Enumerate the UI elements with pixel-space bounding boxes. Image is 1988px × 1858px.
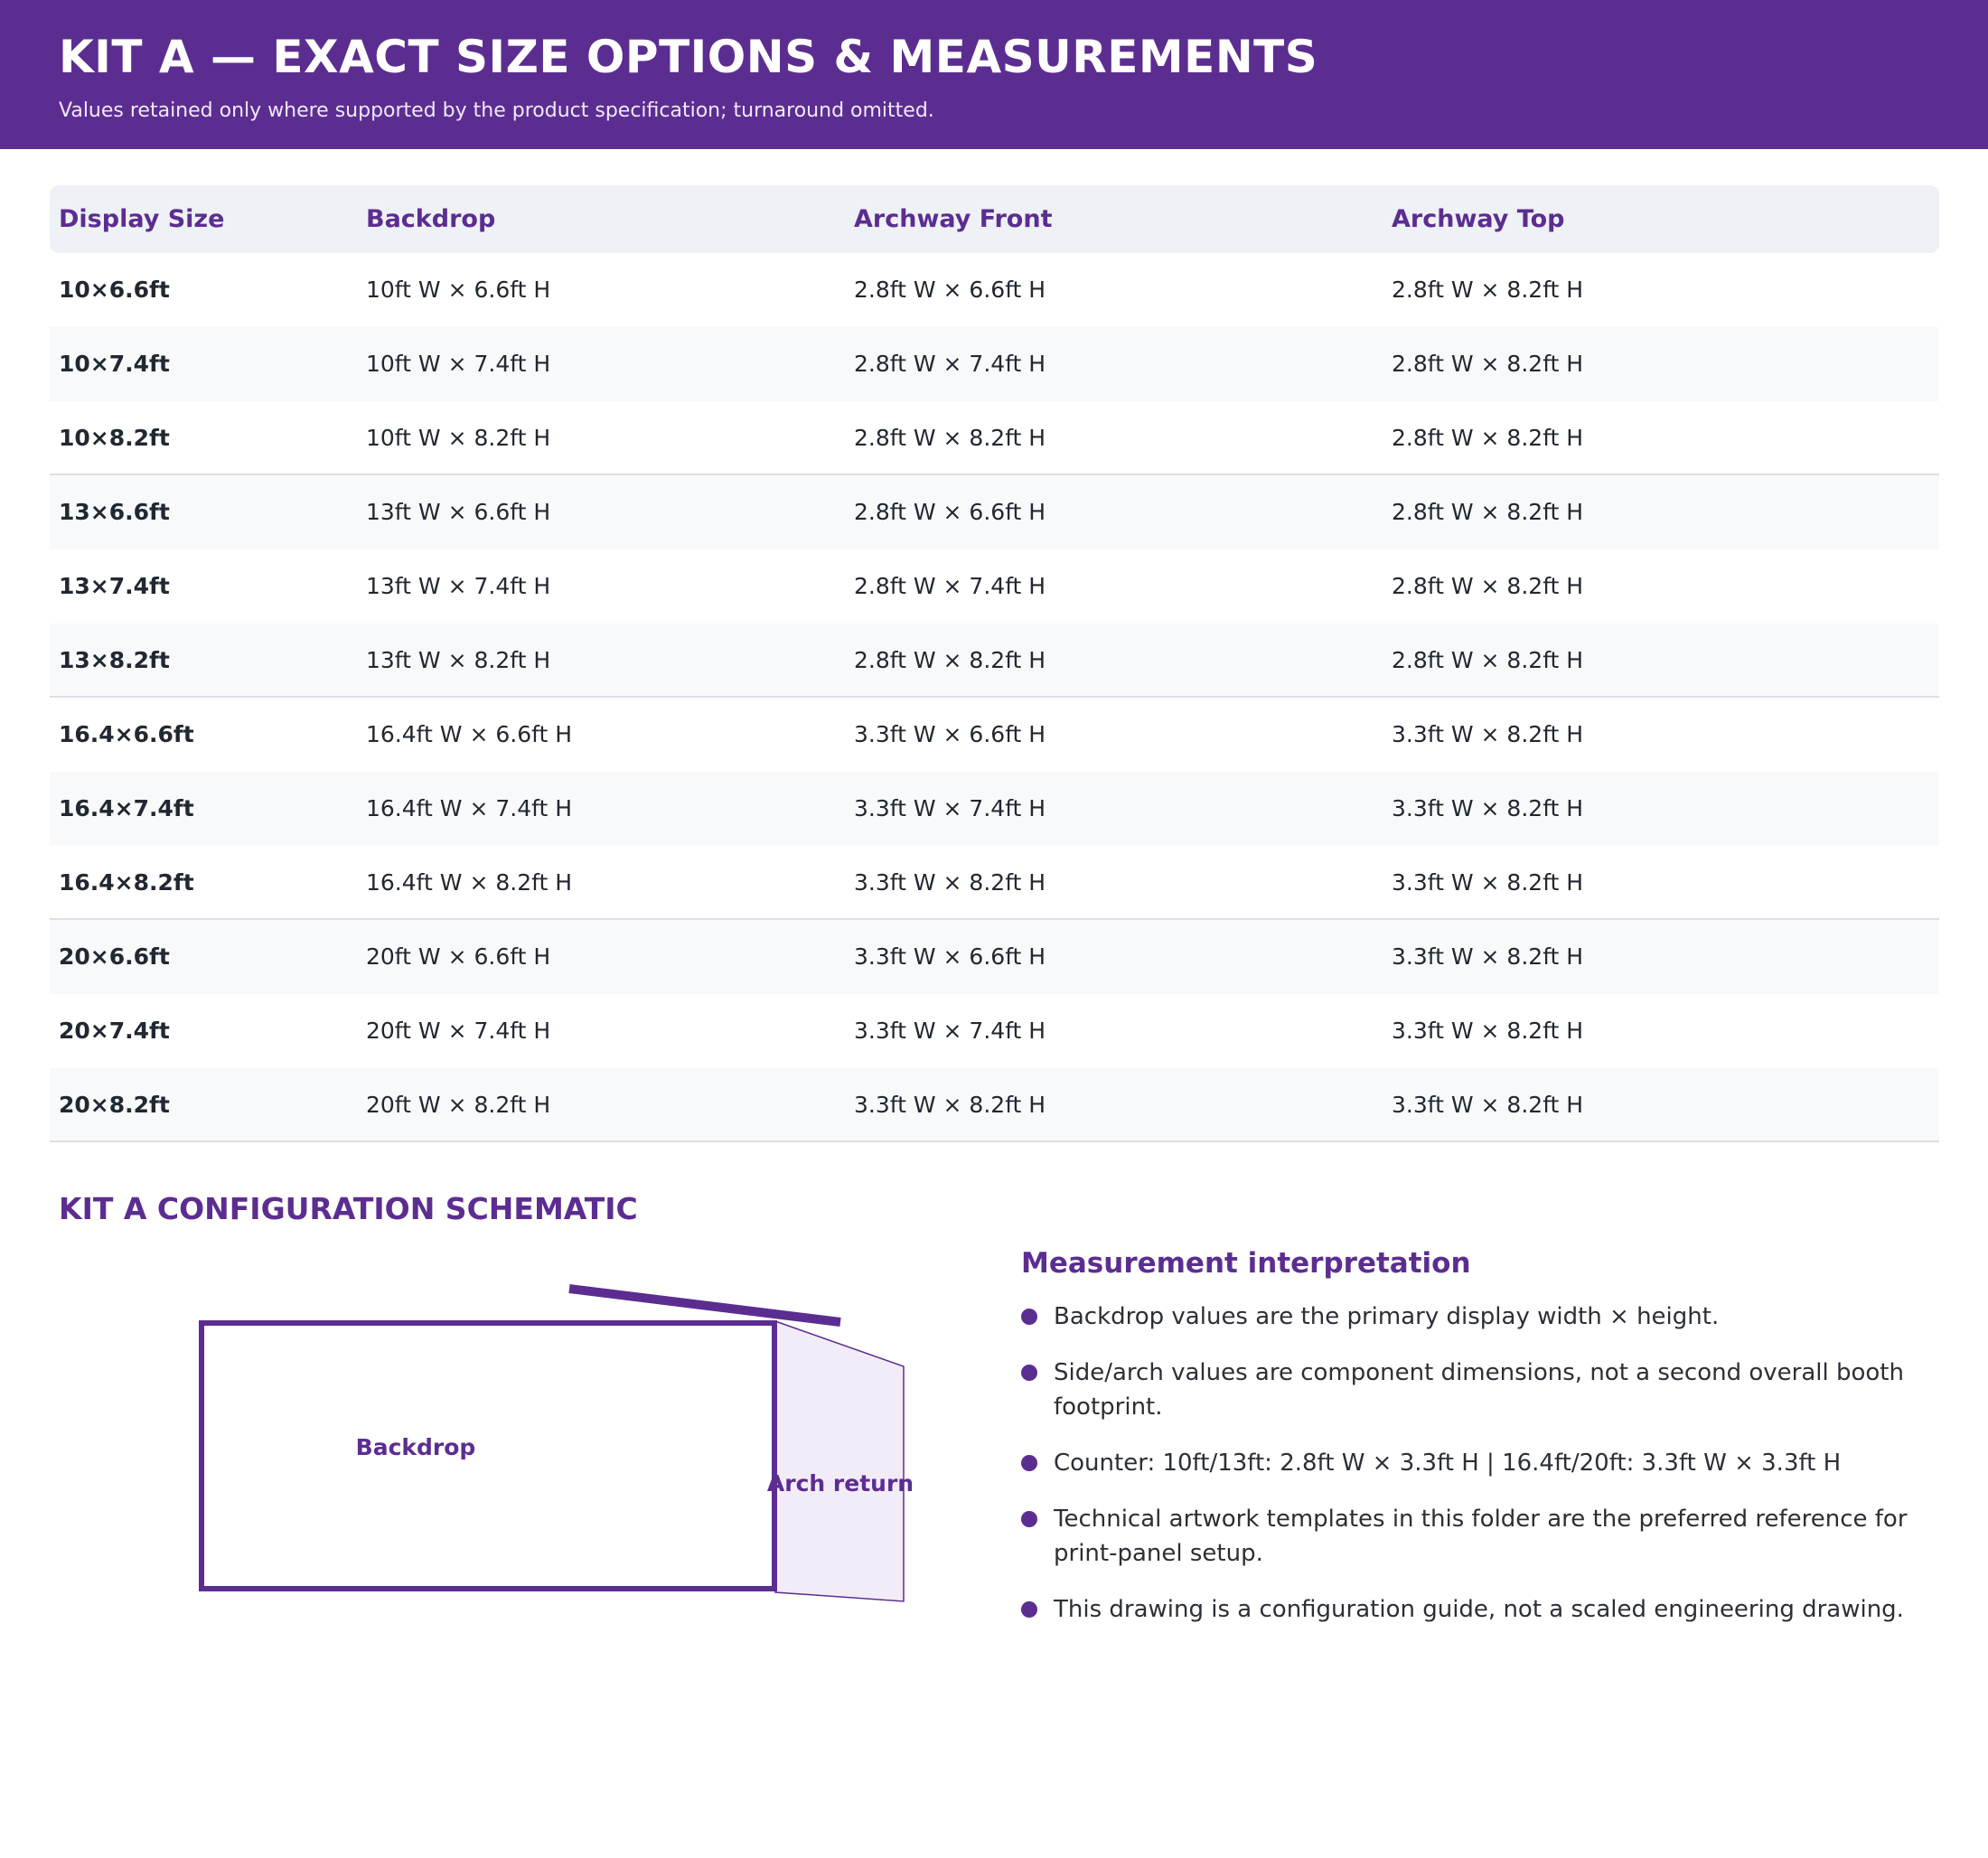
bullet-icon — [1021, 1455, 1037, 1471]
note-item: Technical artwork templates in this fold… — [1021, 1502, 1952, 1571]
configuration-schematic: Backdrop Arch return — [0, 1247, 994, 1627]
cell-archway-front: 2.8ft W × 8.2ft H — [854, 647, 1046, 673]
cell-display-size: 20×8.2ft — [59, 1092, 170, 1118]
cell-archway-front: 2.8ft W × 8.2ft H — [854, 425, 1046, 451]
cell-archway-top: 2.8ft W × 8.2ft H — [1392, 425, 1584, 451]
archway-top-beam — [568, 1284, 841, 1327]
bullet-icon — [1021, 1365, 1037, 1381]
cell-display-size: 10×7.4ft — [59, 351, 170, 377]
cell-archway-front: 2.8ft W × 7.4ft H — [854, 351, 1046, 377]
cell-archway-front: 2.8ft W × 6.6ft H — [854, 277, 1046, 303]
cell-display-size: 13×7.4ft — [59, 573, 170, 599]
cell-backdrop: 13ft W × 8.2ft H — [366, 647, 551, 673]
cell-archway-front: 3.3ft W × 8.2ft H — [854, 869, 1046, 896]
note-text: Backdrop values are the primary display … — [1054, 1303, 1720, 1330]
table-body: 10×6.6ft 10ft W × 6.6ft H 2.8ft W × 6.6ft … — [50, 253, 1939, 1142]
column-header-archway-front: Archway Front — [854, 205, 1053, 233]
cell-backdrop: 20ft W × 7.4ft H — [366, 1018, 551, 1044]
cell-archway-top: 3.3ft W × 8.2ft H — [1392, 795, 1584, 821]
table-row: 13×7.4ft 13ft W × 7.4ft H 2.8ft W × 7.4ft … — [50, 549, 1939, 624]
note-item: Side/arch values are component dimension… — [1021, 1356, 1952, 1424]
cell-archway-front: 2.8ft W × 7.4ft H — [854, 573, 1046, 599]
note-item: Counter: 10ft/13ft: 2.8ft W × 3.3ft H | … — [1021, 1446, 1952, 1480]
cell-archway-top: 2.8ft W × 8.2ft H — [1392, 351, 1584, 377]
cell-backdrop: 16.4ft W × 8.2ft H — [366, 869, 573, 896]
cell-archway-front: 3.3ft W × 7.4ft H — [854, 795, 1046, 821]
table-row: 16.4×6.6ft 16.4ft W × 6.6ft H 3.3ft W × 6.… — [50, 698, 1939, 772]
note-item: This drawing is a configuration guide, n… — [1021, 1592, 1952, 1627]
cell-archway-top: 2.8ft W × 8.2ft H — [1392, 277, 1584, 303]
cell-archway-front: 3.3ft W × 7.4ft H — [854, 1018, 1046, 1044]
table-row: 10×6.6ft 10ft W × 6.6ft H 2.8ft W × 6.6ft … — [50, 253, 1939, 327]
cell-display-size: 13×8.2ft — [59, 647, 170, 673]
note-text: Side/arch values are component dimension… — [1054, 1359, 1904, 1421]
note-text: Counter: 10ft/13ft: 2.8ft W × 3.3ft H | … — [1054, 1450, 1842, 1477]
schematic-drawing: Backdrop Arch return — [199, 1284, 914, 1602]
schematic-title: KIT A CONFIGURATION SCHEMATIC — [59, 1191, 638, 1226]
page-header: KIT A — EXACT SIZE OPTIONS & MEASUREMENT… — [0, 0, 1988, 149]
cell-display-size: 20×7.4ft — [59, 1018, 170, 1044]
page-subtitle: Values retained only where supported by … — [59, 99, 934, 122]
cell-display-size: 16.4×7.4ft — [59, 795, 194, 821]
table-row: 13×8.2ft 13ft W × 8.2ft H 2.8ft W × 8.2ft … — [50, 624, 1939, 698]
note-text: This drawing is a configuration guide, n… — [1054, 1596, 1904, 1623]
cell-backdrop: 16.4ft W × 7.4ft H — [366, 795, 573, 821]
cell-backdrop: 10ft W × 8.2ft H — [366, 425, 551, 451]
cell-display-size: 13×6.6ft — [59, 499, 170, 525]
arch-return-label: Arch return — [767, 1470, 914, 1497]
cell-archway-front: 2.8ft W × 6.6ft H — [854, 499, 1046, 525]
cell-archway-top: 3.3ft W × 8.2ft H — [1392, 943, 1584, 970]
column-header-archway-top: Archway Top — [1392, 205, 1565, 233]
cell-archway-top: 2.8ft W × 8.2ft H — [1392, 499, 1584, 525]
notes-list: Backdrop values are the primary display … — [1021, 1300, 1952, 1627]
measurement-notes: Measurement interpretation Backdrop valu… — [1021, 1247, 1952, 1648]
cell-backdrop: 20ft W × 6.6ft H — [366, 943, 551, 970]
cell-backdrop: 10ft W × 6.6ft H — [366, 277, 551, 303]
table-row: 10×8.2ft 10ft W × 8.2ft H 2.8ft W × 8.2ft … — [50, 401, 1939, 475]
cell-backdrop: 10ft W × 7.4ft H — [366, 351, 551, 377]
cell-display-size: 16.4×6.6ft — [59, 721, 194, 747]
table-row: 16.4×7.4ft 16.4ft W × 7.4ft H 3.3ft W × 7.… — [50, 772, 1939, 846]
cell-archway-top: 3.3ft W × 8.2ft H — [1392, 1018, 1584, 1044]
cell-archway-top: 3.3ft W × 8.2ft H — [1392, 721, 1584, 747]
bullet-icon — [1021, 1511, 1037, 1527]
cell-backdrop: 13ft W × 7.4ft H — [366, 573, 551, 599]
backdrop-panel — [199, 1320, 777, 1591]
table-row: 16.4×8.2ft 16.4ft W × 8.2ft H 3.3ft W × 8.… — [50, 846, 1939, 920]
column-header-backdrop: Backdrop — [366, 205, 496, 233]
cell-archway-front: 3.3ft W × 6.6ft H — [854, 721, 1046, 747]
cell-archway-front: 3.3ft W × 6.6ft H — [854, 943, 1046, 970]
column-header-display-size: Display Size — [59, 205, 225, 233]
table-header-row: Display Size Backdrop Archway Front Arch… — [50, 185, 1939, 253]
cell-display-size: 10×6.6ft — [59, 277, 170, 303]
cell-display-size: 16.4×8.2ft — [59, 869, 194, 896]
cell-display-size: 20×6.6ft — [59, 943, 170, 970]
table-row: 20×6.6ft 20ft W × 6.6ft H 3.3ft W × 6.6ft … — [50, 920, 1939, 994]
bullet-icon — [1021, 1601, 1037, 1618]
cell-archway-top: 3.3ft W × 8.2ft H — [1392, 1092, 1584, 1118]
note-item: Backdrop values are the primary display … — [1021, 1300, 1952, 1334]
bullet-icon — [1021, 1309, 1037, 1325]
backdrop-label: Backdrop — [356, 1434, 476, 1460]
notes-title: Measurement interpretation — [1021, 1247, 1471, 1280]
table-row: 20×8.2ft 20ft W × 8.2ft H 3.3ft W × 8.2ft … — [50, 1068, 1939, 1142]
cell-archway-top: 2.8ft W × 8.2ft H — [1392, 573, 1584, 599]
cell-archway-top: 3.3ft W × 8.2ft H — [1392, 869, 1584, 896]
note-text: Technical artwork templates in this fold… — [1054, 1506, 1908, 1567]
table-row: 20×7.4ft 20ft W × 7.4ft H 3.3ft W × 7.4ft … — [50, 994, 1939, 1068]
cell-backdrop: 13ft W × 6.6ft H — [366, 499, 551, 525]
cell-archway-top: 2.8ft W × 8.2ft H — [1392, 647, 1584, 673]
page-title: KIT A — EXACT SIZE OPTIONS & MEASUREMENT… — [59, 31, 1318, 83]
table-row: 10×7.4ft 10ft W × 7.4ft H 2.8ft W × 7.4ft … — [50, 327, 1939, 401]
cell-display-size: 10×8.2ft — [59, 425, 170, 451]
table-row: 13×6.6ft 13ft W × 6.6ft H 2.8ft W × 6.6ft … — [50, 475, 1939, 549]
cell-backdrop: 20ft W × 8.2ft H — [366, 1092, 551, 1118]
arch-return-panel — [774, 1319, 905, 1602]
cell-archway-front: 3.3ft W × 8.2ft H — [854, 1092, 1046, 1118]
cell-backdrop: 16.4ft W × 6.6ft H — [366, 721, 573, 747]
size-options-table: Display Size Backdrop Archway Front Arch… — [50, 185, 1939, 1142]
